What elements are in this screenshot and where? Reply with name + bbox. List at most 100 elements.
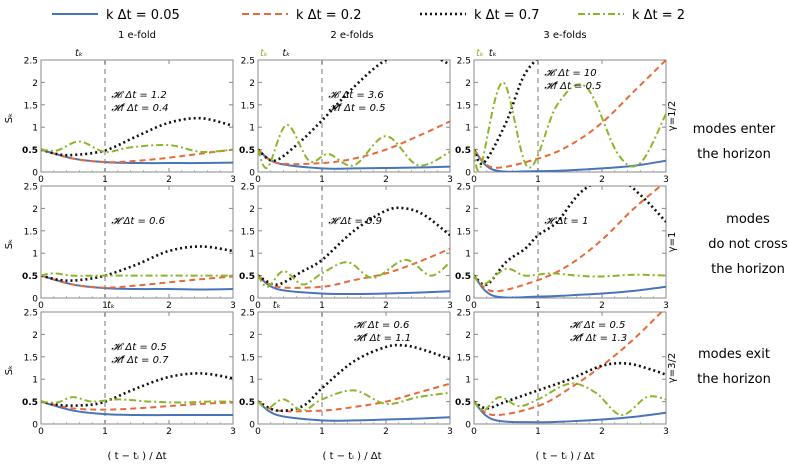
y-tick-label: 1 (32, 250, 38, 260)
panel-annotation: 𝓗 Δt = 1 (544, 216, 588, 227)
y-tick-label: 2.5 (457, 57, 471, 67)
y-tick-label: 0.5 (239, 146, 255, 156)
panel-r1-c1: 0 0.5 1 1.5 2 2.5 0 1 2 3 𝓗ᵢ Δt = 1.2 𝓗f Δt = 0.4 tₖ (22, 48, 236, 185)
panel-annotation: 𝓗ᵢ Δt = 0.5 (111, 342, 166, 353)
y-tick-label: 2.5 (457, 309, 471, 319)
y-tick-label: 2 (32, 79, 38, 89)
x-tick-label: 2 (166, 427, 172, 437)
series-line-3 (474, 60, 538, 166)
y-tick-label: 1 (249, 250, 255, 260)
x-tick-label: 0 (471, 175, 477, 185)
row-description-2-line-2: do not cross (708, 237, 788, 252)
y-tick-label: 1 (32, 124, 38, 134)
panel-annotation: 𝓗f Δt = 1.3 (570, 333, 627, 344)
series-group (258, 60, 450, 170)
tk-marker: tₖ (107, 300, 115, 311)
x-tick-label: 3 (447, 301, 453, 311)
x-axis-label-1: ( t − tᵢ ) / Δt (107, 451, 166, 462)
y-tick-label: 1.5 (457, 101, 471, 111)
x-tick-label: 2 (599, 175, 605, 185)
panel-r3-c3: 0 0.5 1 1.5 2 2.5 0 1 2 3 𝓗ᵢ Δt = 0.5 𝓗f Δt = 1.3 (455, 309, 669, 438)
x-tick-label: 3 (663, 427, 669, 437)
panel-annotation: 𝓗f Δt = 0.4 (111, 103, 168, 114)
panel-frame (257, 311, 451, 425)
series-group (258, 206, 450, 296)
x-tick-label: 0 (471, 427, 477, 437)
series-line-4 (41, 140, 233, 153)
panel-annotation: 𝓗f Δt = 0.7 (111, 355, 169, 366)
legend-label-3: k Δt = 0.7 (474, 8, 539, 23)
y-tick-label: 2.5 (457, 183, 471, 193)
x-tick-label: 3 (447, 427, 453, 437)
legend-item-1: k Δt = 0.05 (52, 8, 180, 23)
series-line-4 (41, 272, 233, 277)
series-line-3 (258, 60, 450, 163)
row-description-3-line-1: modes exit (698, 347, 770, 362)
column-title-1: 1 e-fold (118, 30, 156, 41)
row-description-1-line-1: modes enter (693, 122, 776, 137)
series-line-1 (41, 400, 233, 417)
y-tick-label: 0.5 (22, 398, 38, 408)
legend-item-3: k Δt = 0.7 (420, 8, 539, 23)
y-tick-label: 0.5 (455, 398, 471, 408)
panel-frame (40, 185, 234, 299)
series-line-3 (41, 245, 233, 282)
x-tick-label: 1 (535, 427, 541, 437)
panel-r2-c3: 0 0.5 1 1.5 2 2.5 0 1 2 3 𝓗 Δt = 1 (455, 183, 669, 312)
y-tick-label: 2 (249, 331, 255, 341)
y-tick-label: 1 (465, 250, 471, 260)
panel-frame (473, 59, 667, 173)
column-title-2: 2 e-folds (330, 30, 373, 41)
panel-annotation: 𝓗 Δt = 0.6 (111, 216, 165, 227)
panel-annotation: 𝓗f Δt = 0.5 (544, 81, 601, 92)
series-line-2 (41, 400, 233, 411)
y-tick-label: 0 (465, 421, 471, 431)
legend-label-2: k Δt = 0.2 (296, 8, 361, 23)
y-tick-label: 2.5 (241, 309, 255, 319)
series-line-1 (258, 274, 450, 296)
series-line-3 (474, 186, 666, 287)
series-group (41, 116, 233, 165)
legend-item-4: k Δt = 2 (578, 8, 685, 23)
panel-grid: 00.511.522.50 1 2 3𝓗ᵢ Δt = 1.2𝓗f Δt = 0.4tₖ… (22, 48, 669, 438)
panel-r2-c1: 0 0.5 1 1.5 2 2.5 0 1 2 3 𝓗 Δt = 0.6 (22, 183, 236, 312)
row-description-2-line-1: modes (726, 212, 770, 227)
y-tick-label: 1.5 (457, 227, 471, 237)
x-tick-label: 0 (38, 427, 44, 437)
y-tick-label: 1.5 (241, 101, 255, 111)
x-tick-label: 1 (319, 175, 325, 185)
x-tick-label: 2 (383, 175, 389, 185)
series-group (474, 312, 666, 424)
x-tick-label: 1 (535, 301, 541, 311)
x-tick-label: 1 (102, 301, 108, 311)
y-tick-label: 0.5 (239, 272, 255, 282)
panel-annotation: 𝓗 Δt = 0.9 (328, 216, 382, 227)
tk-marker: tₖ (476, 48, 484, 59)
series-line-4 (258, 389, 450, 412)
row-description-3-line-2: the horizon (697, 372, 771, 387)
x-tick-label: 2 (166, 175, 172, 185)
x-tick-label: 2 (599, 301, 605, 311)
y-tick-label: 0 (32, 295, 38, 305)
panel-frame (257, 59, 451, 173)
y-tick-label: 0 (249, 421, 255, 431)
panel-annotation: 𝓗ᵢ Δt = 10 (544, 68, 596, 79)
x-tick-label: 3 (663, 301, 669, 311)
y-tick-label: 1.5 (241, 227, 255, 237)
series-line-2 (258, 247, 450, 289)
y-tick-label: 1 (32, 376, 38, 386)
series-line-4 (474, 267, 666, 286)
series-line-2 (474, 312, 663, 417)
series-line-3 (258, 343, 450, 413)
series-line-3 (41, 372, 233, 407)
series-line-2 (41, 274, 233, 289)
series-line-4 (258, 123, 450, 170)
panel-annotation: 𝓗ᵢ Δt = 0.6 (354, 320, 409, 331)
row-description-1-line-2: the horizon (697, 147, 771, 162)
y-tick-label: 0 (249, 169, 255, 179)
y-tick-label: 2.5 (24, 57, 38, 67)
panel-r2-c2: 0 0.5 1 1.5 2 2.5 0 1 2 3 𝓗 Δt = 0.9 (239, 183, 453, 312)
row-label-3: γ=3/2 (667, 353, 678, 383)
series-line-1 (258, 400, 450, 422)
